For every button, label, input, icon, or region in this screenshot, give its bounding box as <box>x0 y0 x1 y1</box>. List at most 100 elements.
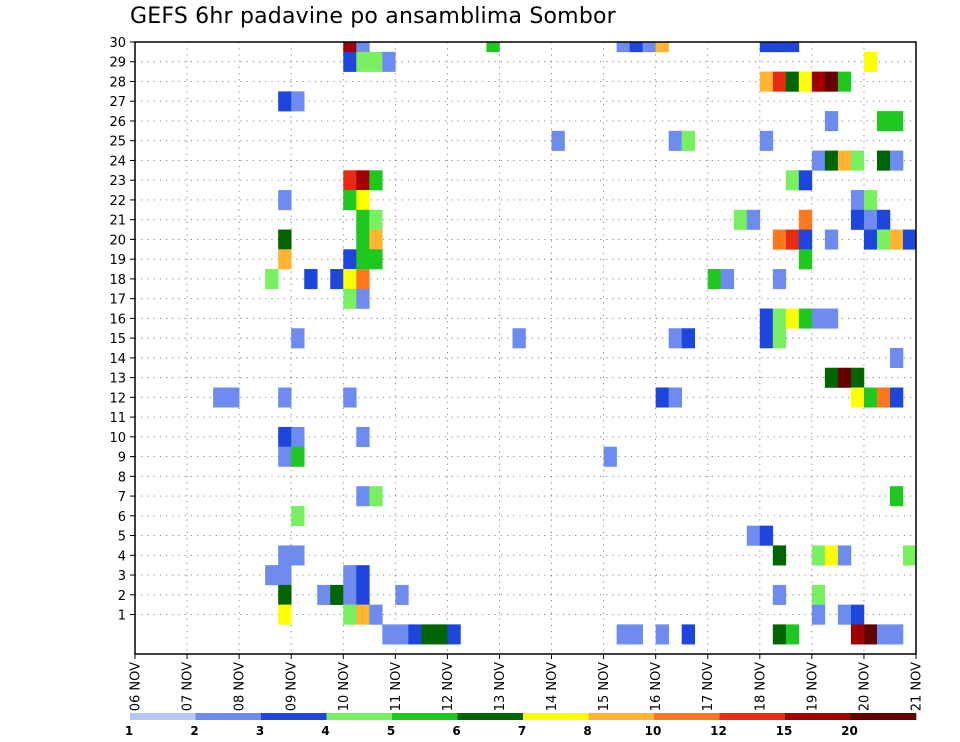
heatmap-cell <box>759 308 774 329</box>
heatmap-cell <box>850 367 865 388</box>
plot-frame <box>134 41 917 655</box>
x-tick-label: 10 NOV <box>337 662 352 711</box>
heatmap-cell <box>343 288 357 309</box>
heatmap-cell <box>551 130 565 151</box>
y-tick-label: 13 <box>109 372 126 387</box>
y-axis-ticks: 1234567891011121314151617181920212223242… <box>109 36 135 624</box>
y-tick-label: 6 <box>118 510 126 525</box>
heatmap-cell <box>486 42 500 53</box>
heatmap-cell <box>278 446 292 467</box>
y-tick-label: 12 <box>109 391 126 406</box>
heatmap-cell <box>785 624 800 645</box>
heatmap-cell <box>395 624 409 645</box>
heatmap-cell <box>889 229 904 250</box>
heatmap-cell <box>291 505 305 526</box>
heatmap-cell <box>668 328 682 349</box>
heatmap-cell <box>603 446 617 467</box>
heatmap-cell <box>824 111 839 132</box>
heatmap-cell <box>772 269 787 290</box>
heatmap-cell <box>876 387 891 408</box>
heatmap-cell <box>369 229 383 250</box>
heatmap-cell <box>655 387 669 408</box>
heatmap-cell <box>655 42 669 53</box>
heatmap-cell <box>278 249 292 270</box>
x-tick-label: 18 NOV <box>753 662 768 711</box>
heatmap-cell <box>356 229 370 250</box>
heatmap-cell <box>213 387 227 408</box>
heatmap-cell <box>616 624 630 645</box>
y-tick-label: 27 <box>109 95 126 110</box>
y-tick-label: 4 <box>118 549 126 564</box>
heatmap-cell <box>876 150 891 171</box>
heatmap-cell <box>291 328 305 349</box>
legend-swatch <box>326 713 393 720</box>
heatmap-cell <box>356 170 370 191</box>
heatmap-cell <box>772 545 787 566</box>
heatmap-cell <box>720 269 735 290</box>
heatmap-cell <box>811 584 826 605</box>
heatmap-cell <box>837 71 852 92</box>
y-tick-label: 25 <box>109 135 126 150</box>
heatmap-cell <box>811 604 826 625</box>
heatmap-cell <box>343 190 357 211</box>
legend-swatch <box>130 713 196 720</box>
heatmap-cell <box>772 584 787 605</box>
heatmap-cell <box>668 387 682 408</box>
x-tick-label: 13 NOV <box>493 662 508 711</box>
heatmap-cell <box>278 426 292 448</box>
y-tick-label: 21 <box>109 214 126 229</box>
heatmap-cell <box>421 624 435 645</box>
x-tick-label: 14 NOV <box>545 662 560 711</box>
y-tick-label: 30 <box>109 36 126 51</box>
heatmap-cell <box>707 269 722 290</box>
x-tick-label: 20 NOV <box>857 662 872 711</box>
heatmap-cell <box>343 269 357 290</box>
heatmap-cell <box>798 170 813 191</box>
heatmap-cell <box>369 486 383 507</box>
heatmap-cell <box>902 545 917 566</box>
heatmap-cell <box>824 229 839 250</box>
legend-label: 10 <box>645 724 662 738</box>
legend-swatch <box>457 713 524 720</box>
legend-swatch <box>523 713 589 720</box>
heatmap-cell <box>772 229 787 250</box>
heatmap-cell <box>369 51 383 72</box>
legend-swatch <box>719 713 786 720</box>
heatmap-cell <box>746 525 761 546</box>
heatmap-cell <box>668 130 682 151</box>
legend-label: 7 <box>518 724 526 738</box>
heatmap-cell <box>616 42 630 53</box>
heatmap-cell <box>395 584 409 605</box>
heatmap-cell <box>681 130 696 151</box>
heatmap-cell <box>889 150 904 171</box>
heatmap-cell <box>850 387 865 408</box>
heatmap-cell <box>356 51 370 72</box>
heatmap-cell <box>824 71 839 92</box>
heatmap-cell <box>824 545 839 566</box>
heatmap-cell <box>278 584 292 605</box>
heatmap-cell <box>434 624 448 645</box>
heatmap-cell <box>772 308 787 329</box>
heatmap-cell <box>343 604 357 625</box>
heatmap-cell <box>824 367 839 388</box>
y-tick-label: 2 <box>118 589 126 604</box>
heatmap-cell <box>837 604 852 625</box>
heatmap-cells <box>213 42 917 645</box>
heatmap-cell <box>785 308 800 329</box>
heatmap-cell <box>811 308 826 329</box>
heatmap-cell <box>278 190 292 211</box>
heatmap-cell <box>681 328 696 349</box>
heatmap-cell <box>772 624 787 645</box>
heatmap-cell <box>746 209 761 230</box>
heatmap-cell <box>629 42 643 53</box>
heatmap-cell <box>343 249 357 270</box>
heatmap-cell <box>876 229 891 250</box>
heatmap-cell <box>356 209 370 230</box>
heatmap-cell <box>330 584 344 605</box>
heatmap-cell <box>356 584 370 605</box>
heatmap-cell <box>447 624 461 645</box>
y-tick-label: 22 <box>109 194 126 209</box>
heatmap-cell <box>785 71 800 92</box>
x-axis-ticks: 06 NOV 07 NOV 08 NOV 09 NOV 10 NOV 11 NOV 12 N… <box>129 654 925 711</box>
